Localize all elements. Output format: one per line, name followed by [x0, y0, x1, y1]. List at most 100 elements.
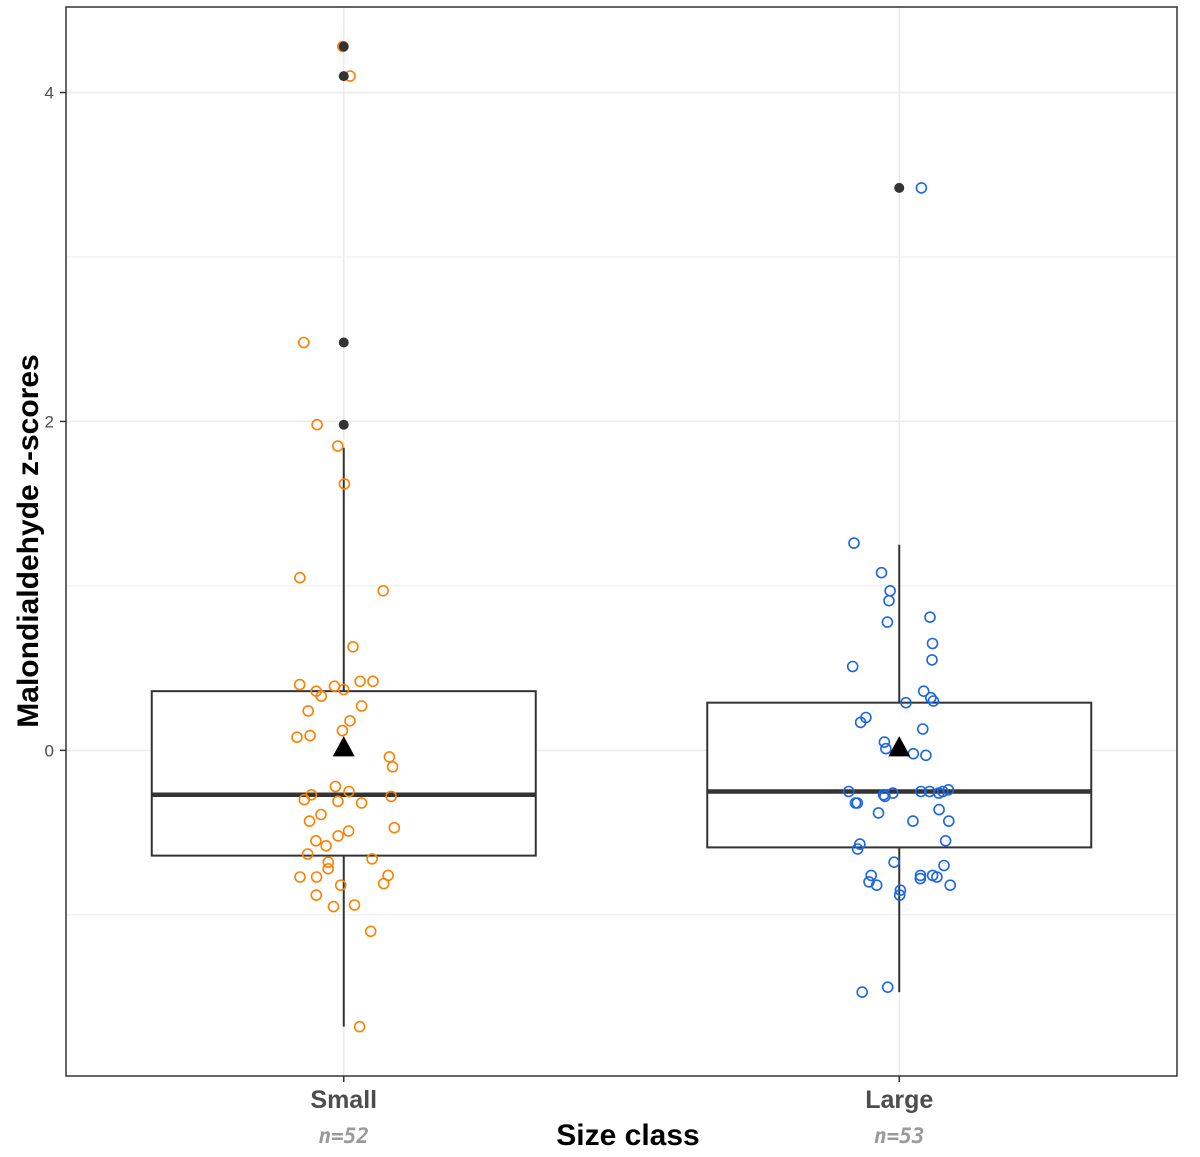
- data-point-small: [332, 830, 344, 842]
- data-point-large: [886, 787, 899, 799]
- data-point-large: [851, 843, 864, 855]
- data-point-small: [322, 856, 335, 869]
- y-tick-label: 2: [45, 412, 54, 431]
- data-point-large: [926, 637, 939, 650]
- data-point-large: [880, 742, 892, 755]
- data-point-large: [944, 879, 957, 892]
- x-tick-label-small: Small: [310, 1086, 377, 1114]
- mean-marker-small: [332, 736, 355, 757]
- data-point-small: [304, 729, 316, 742]
- outlier-point-small: [338, 71, 349, 82]
- data-point-large: [883, 594, 895, 607]
- data-point-small: [383, 751, 396, 763]
- data-point-small: [364, 925, 377, 938]
- data-point-small: [385, 790, 397, 803]
- plot-panel-border: [65, 6, 1178, 1077]
- data-point-small: [302, 705, 315, 717]
- data-point-small: [343, 785, 355, 798]
- data-point-small: [388, 821, 401, 834]
- data-point-large: [856, 986, 869, 998]
- outliers-and-means: [332, 41, 911, 757]
- jittered-points: [291, 40, 957, 1033]
- data-point-small: [344, 714, 356, 727]
- data-point-large: [893, 889, 906, 901]
- data-point-large: [915, 182, 928, 194]
- data-point-large: [917, 685, 930, 698]
- data-point-small: [367, 675, 379, 688]
- data-point-large: [854, 716, 867, 729]
- data-point-large: [881, 616, 894, 628]
- data-point-small: [297, 336, 310, 349]
- data-point-large: [942, 815, 955, 827]
- x-axis-title: Size class: [556, 1119, 699, 1152]
- data-point-large: [900, 696, 912, 709]
- data-point-large: [865, 869, 878, 882]
- data-point-large: [907, 815, 919, 827]
- data-point-small: [386, 760, 399, 773]
- outlier-point-small: [338, 41, 349, 52]
- data-point-small: [337, 683, 350, 696]
- data-point-small: [355, 797, 368, 809]
- data-point-large: [842, 785, 855, 798]
- data-point-small: [293, 678, 306, 691]
- data-point-small: [311, 418, 323, 431]
- data-point-large: [916, 723, 929, 735]
- data-point-small: [315, 808, 327, 821]
- outlier-point-small: [338, 337, 349, 348]
- data-point-large: [875, 566, 888, 579]
- sample-size-label-small: n=52: [318, 1124, 369, 1148]
- data-point-small: [329, 780, 342, 793]
- y-axis-title: Malondialdehyde z-scores: [12, 354, 45, 727]
- data-point-small: [310, 685, 323, 698]
- data-point-small: [320, 839, 332, 852]
- data-point-small: [342, 825, 355, 837]
- data-point-small: [377, 584, 390, 597]
- data-point-small: [353, 1020, 366, 1033]
- data-point-small: [334, 879, 347, 892]
- data-point-large: [926, 654, 938, 666]
- data-point-large: [924, 691, 937, 704]
- data-point-large: [870, 879, 883, 892]
- data-point-large: [938, 859, 950, 872]
- data-point-large: [915, 785, 927, 798]
- data-point-large: [846, 660, 859, 673]
- outlier-point-large: [894, 182, 905, 193]
- data-point-large: [931, 871, 943, 883]
- data-point-large: [888, 856, 900, 869]
- outlier-point-small: [338, 419, 349, 430]
- y-tick-label: 0: [45, 741, 54, 760]
- data-point-small: [305, 788, 318, 801]
- data-point-small: [327, 900, 340, 913]
- data-point-small: [310, 889, 323, 901]
- data-point-large: [872, 807, 885, 819]
- data-point-small: [294, 571, 306, 584]
- data-point-small: [336, 724, 349, 737]
- sample-size-label-large: n=53: [874, 1124, 925, 1148]
- data-point-large: [927, 695, 940, 707]
- data-point-small: [291, 731, 303, 744]
- data-point-small: [294, 871, 306, 883]
- data-point-large: [933, 803, 945, 816]
- y-tick-label: 4: [45, 84, 54, 103]
- data-point-small: [377, 877, 390, 890]
- data-point-large: [924, 611, 936, 624]
- data-point-small: [331, 440, 344, 452]
- data-point-small: [301, 848, 314, 860]
- data-point-large: [914, 872, 927, 885]
- data-point-small: [347, 640, 359, 653]
- data-point-large: [894, 884, 907, 897]
- box-large: [706, 701, 1093, 849]
- data-point-small: [332, 795, 344, 808]
- data-point-small: [303, 815, 316, 827]
- x-tick-label-large: Large: [865, 1086, 933, 1114]
- data-point-large: [936, 785, 949, 798]
- data-point-large: [878, 736, 891, 748]
- data-point-large: [920, 749, 932, 762]
- data-point-small: [338, 478, 351, 490]
- data-point-small: [348, 899, 361, 911]
- data-point-small: [355, 700, 368, 712]
- data-point-large: [881, 981, 894, 994]
- data-point-small: [310, 834, 322, 847]
